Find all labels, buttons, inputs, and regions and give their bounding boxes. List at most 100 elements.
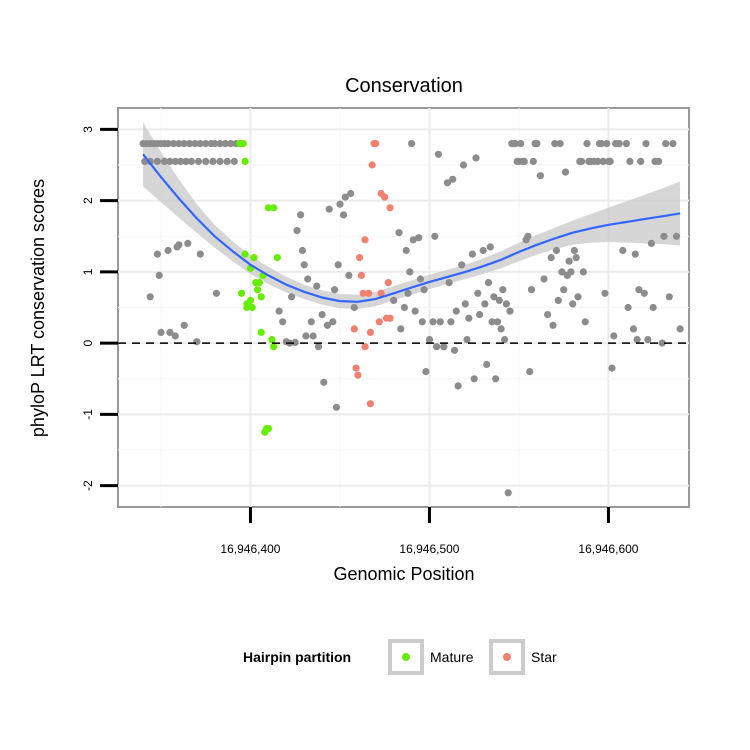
data-point-mature (246, 296, 255, 304)
data-point-other (422, 368, 430, 376)
data-point-other (350, 303, 358, 312)
legend-entry-mature: Mature (388, 639, 474, 675)
data-point-other (662, 140, 670, 148)
chart-title: Conservation (345, 75, 463, 97)
data-point-other (603, 140, 611, 148)
data-point-other (599, 157, 607, 165)
data-point-other (418, 318, 426, 326)
data-point-other (431, 232, 439, 240)
data-point-other (481, 300, 489, 308)
data-point-star (386, 204, 394, 212)
data-point-star (368, 161, 376, 169)
data-point-other (556, 140, 564, 148)
data-point-other (665, 293, 673, 301)
data-point-other (196, 140, 204, 148)
data-point-other (472, 154, 480, 162)
data-point-other (504, 489, 512, 497)
data-point-other (202, 140, 210, 148)
data-point-star (366, 400, 374, 408)
data-point-other (619, 246, 627, 255)
data-point-star (386, 314, 394, 322)
data-point-mature (237, 289, 246, 297)
data-point-other (483, 360, 491, 369)
data-point-other (325, 205, 333, 213)
data-point-other (517, 140, 525, 148)
data-point-mature (250, 254, 258, 262)
data-point-other (434, 150, 442, 158)
data-point-other (635, 286, 643, 294)
data-point-other (486, 243, 494, 251)
data-point-other (536, 172, 545, 180)
data-point-other (490, 293, 498, 301)
data-point-other (544, 311, 552, 319)
data-point-star (366, 328, 374, 336)
legend-swatch-mature (402, 653, 410, 661)
data-point-other (520, 157, 528, 165)
data-point-other (578, 157, 586, 165)
data-point-star (359, 289, 367, 297)
data-point-mature (268, 336, 276, 344)
data-point-other (527, 286, 536, 294)
data-point-other (171, 157, 179, 165)
data-point-other (581, 318, 589, 326)
data-point-other (558, 268, 566, 276)
legend-label-star: Star (531, 649, 557, 665)
data-point-other (155, 271, 163, 279)
data-point-star (384, 279, 392, 287)
data-point-other (474, 289, 482, 297)
legend-title: Hairpin partition (243, 649, 351, 665)
data-point-other (463, 336, 471, 344)
data-point-mature (273, 254, 281, 262)
data-point-other (676, 325, 684, 333)
data-point-mature (264, 204, 272, 212)
data-point-other (642, 140, 650, 148)
data-point-other (291, 338, 299, 346)
data-point-other (601, 289, 609, 297)
data-point-other (547, 254, 555, 262)
data-point-mature (239, 140, 247, 148)
data-point-other (551, 140, 559, 148)
data-point-other (157, 328, 165, 336)
data-point-mature (241, 157, 249, 165)
data-point-other (177, 157, 185, 165)
data-point-other (610, 332, 618, 340)
data-point-other (549, 321, 557, 329)
data-point-other (146, 293, 154, 301)
data-point-other (345, 271, 353, 279)
data-point-other (470, 375, 478, 383)
data-point-other (597, 140, 605, 148)
legend-key-mature (388, 639, 424, 675)
data-point-other (169, 140, 178, 148)
data-point-other (468, 250, 476, 258)
x-tick-label: 16,946,400 (220, 542, 280, 556)
data-point-other (334, 261, 342, 269)
data-point-other (406, 268, 414, 276)
data-point-other (171, 332, 179, 340)
data-point-other (583, 140, 591, 148)
data-point-other (196, 250, 204, 258)
data-point-other (300, 261, 308, 269)
data-point-other (304, 275, 312, 283)
x-tick-label: 16,946,500 (399, 542, 459, 556)
y-tick-label: 3 (81, 126, 95, 133)
data-point-other (606, 157, 614, 165)
data-point-other (570, 246, 579, 255)
data-point-other (459, 161, 468, 169)
data-point-other (341, 193, 349, 201)
data-point-other (187, 157, 195, 165)
data-point-other (323, 321, 331, 329)
data-point-mature (257, 293, 265, 301)
data-point-other (506, 307, 514, 315)
data-point-other (454, 382, 462, 390)
points-layer (139, 140, 684, 497)
data-point-other (502, 300, 510, 308)
data-point-other (164, 140, 172, 148)
data-point-other (298, 246, 306, 255)
data-point-other (184, 239, 192, 247)
data-point-other (408, 140, 416, 148)
data-point-other (329, 318, 337, 326)
data-point-other (608, 364, 616, 372)
data-point-other (499, 286, 507, 294)
data-point-other (429, 318, 437, 326)
